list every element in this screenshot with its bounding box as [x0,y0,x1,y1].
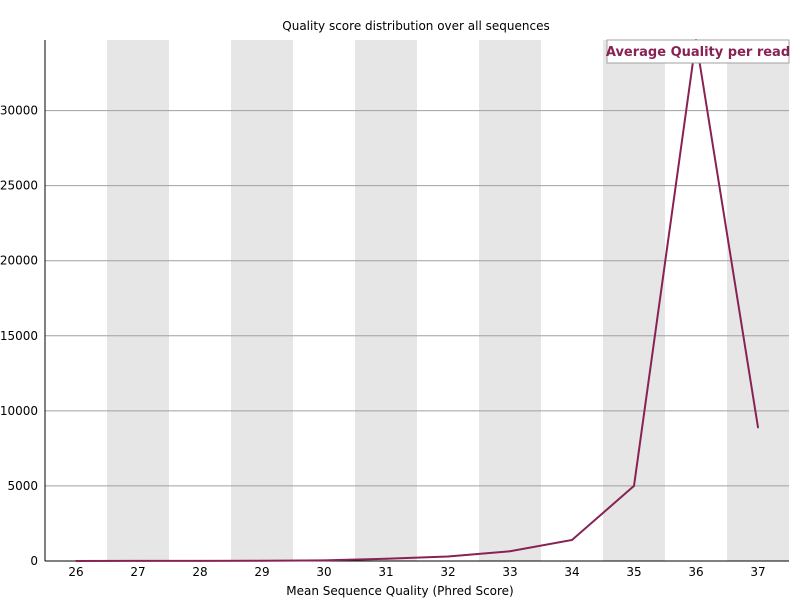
x-tick-label: 26 [68,565,83,579]
y-tick-label: 20000 [0,254,38,268]
column-shade [107,40,169,561]
series-lines [75,39,759,562]
x-tick-label: 35 [626,565,641,579]
grid-lines [45,110,789,487]
column-shade [603,40,665,561]
data-point [571,538,573,541]
x-tick-label: 33 [502,565,517,579]
data-point [75,559,77,562]
x-tick-label: 32 [440,565,455,579]
data-point [633,484,635,487]
column-shade [231,40,293,561]
data-point [757,426,759,429]
x-tick-label: 27 [130,565,145,579]
x-tick-labels: 26 27 28 29 30 31 32 33 34 35 36 37 [68,565,765,579]
x-tick-label: 34 [564,565,579,579]
series-line [75,39,759,562]
data-point [137,559,139,562]
column-shade [727,40,789,561]
x-tick-label: 29 [254,565,269,579]
data-point [323,559,325,562]
x-tick-label: 28 [192,565,207,579]
x-axis-title: Mean Sequence Quality (Phred Score) [286,584,514,598]
x-tick-label: 37 [750,565,765,579]
column-shade [355,40,417,561]
legend: Average Quality per read [606,39,790,64]
x-tick-label: 30 [316,565,331,579]
y-tick-label: 30000 [0,104,38,118]
y-tick-label: 5000 [7,479,38,493]
data-point [509,550,511,553]
data-point [261,559,263,562]
y-tick-label: 0 [30,554,38,568]
y-tick-label: 10000 [0,404,38,418]
y-tick-label: 25000 [0,179,38,193]
x-tick-label: 31 [378,565,393,579]
data-point [385,557,387,560]
column-shade [479,40,541,561]
data-point [447,555,449,558]
chart-title: Quality score distribution over all sequ… [282,19,549,33]
x-tick-label: 36 [688,565,703,579]
legend-box [606,39,790,64]
y-tick-labels: 0 5000 10000 15000 20000 25000 30000 [0,104,38,568]
y-tick-label: 15000 [0,329,38,343]
legend-label: Average Quality per read [606,45,790,60]
data-point [199,559,201,562]
column-shading [107,40,789,561]
